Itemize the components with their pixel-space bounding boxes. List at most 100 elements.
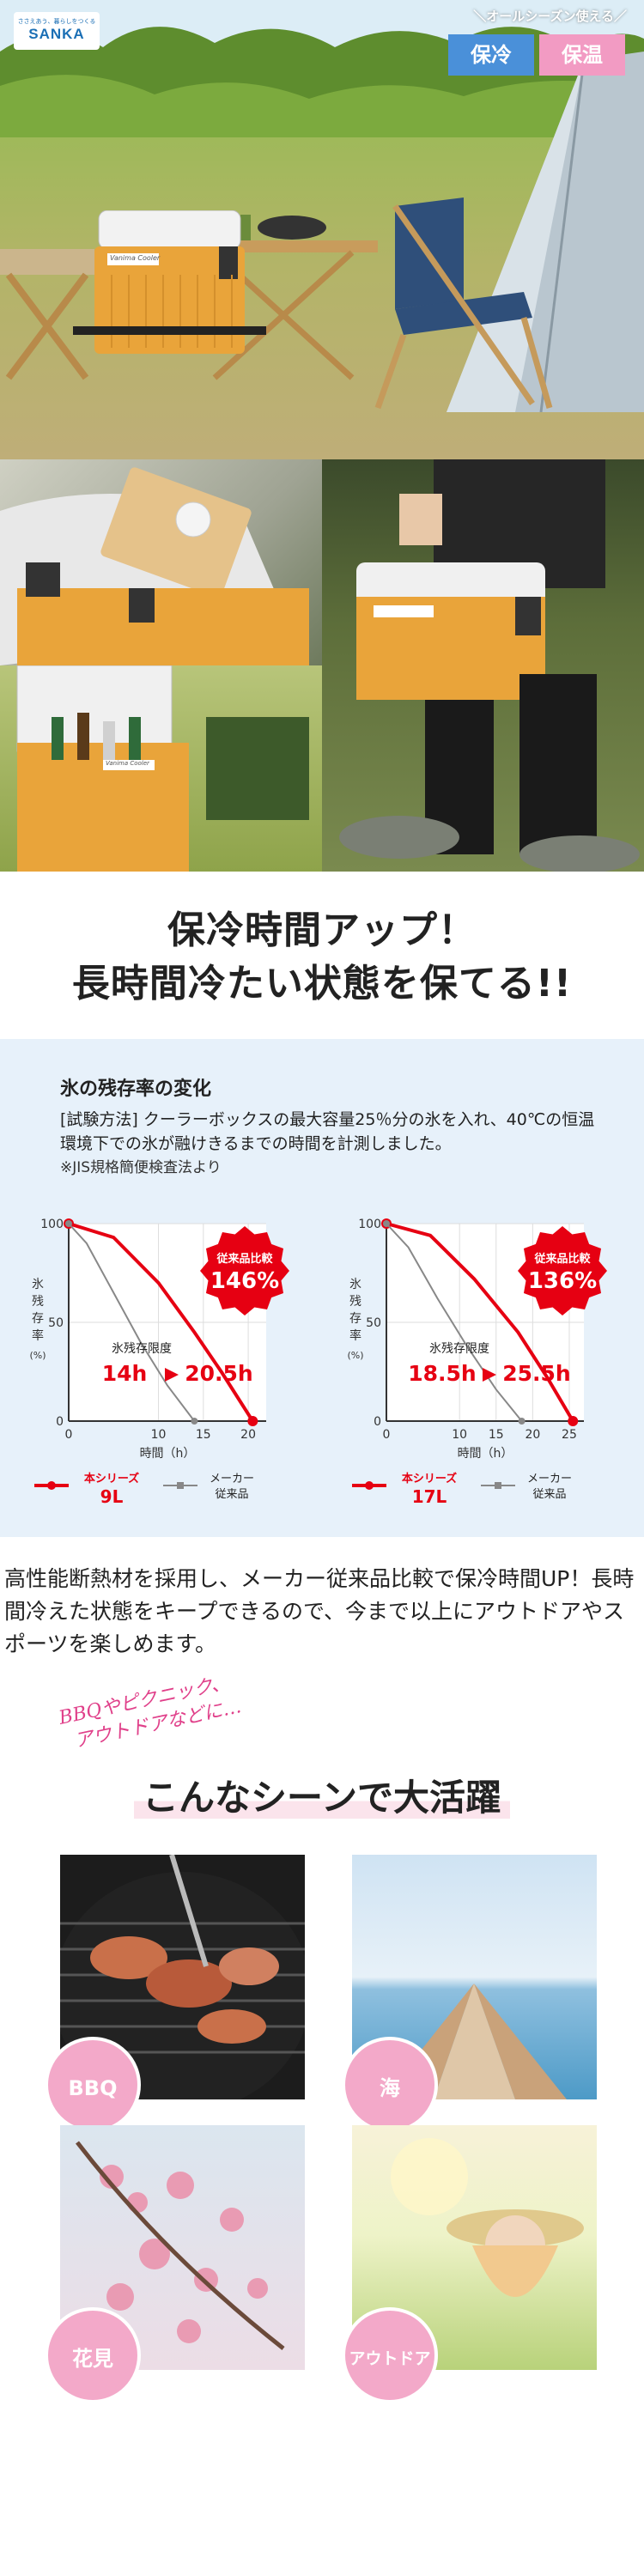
headline-line1: 保冷時間アップ！ [167,908,477,952]
series-point-conventional [65,1220,72,1227]
black-stand [73,326,266,335]
product-photo-grid: Vanima Cooler Vanima Cooler [0,459,644,872]
y-axis-label-char: 率 [32,1328,44,1343]
y-tick-label: 50 [48,1316,64,1330]
scenes-title: こんなシーンで大活躍 [0,1769,644,1821]
hero-section: Vanima Cooler ささえあう、暮らしをつくる SANKA ＼オールシー… [0,0,644,459]
x-tick-label: 15 [196,1428,211,1442]
cooler-brand-label: Vanima Cooler [110,254,161,262]
legend-main-label: 本シリーズ [84,1472,139,1485]
x-axis-label: 時間（h） [140,1447,196,1461]
y-tick-label: 50 [366,1316,381,1330]
y-axis-label-unit: (%) [29,1350,46,1361]
y-axis-label-unit: (%) [347,1350,363,1361]
series-line-conventional [386,1223,523,1422]
comparison-value: 136% [528,1268,597,1294]
result-to: 20.5h [185,1361,252,1386]
handwritten-caption: BBQやピクニック、 アウトドアなどに… [57,1669,244,1757]
series-line-main [68,1222,255,1423]
photo-cooler-lid [0,459,322,665]
scene-label-hanami: 花見 [45,2307,141,2403]
series-point-conventional [383,1220,390,1227]
legend-main-label: 本シリーズ [402,1472,457,1485]
comparison-label: 従来品比較 [216,1252,273,1266]
y-axis-label-char: 存 [349,1312,361,1326]
result-arrow [483,1368,496,1382]
method-text: クーラーボックスの最大容量25％分の氷を入れ、40℃の恒温環境下での氷が融けきる… [60,1110,595,1153]
y-tick-label: 0 [374,1415,381,1429]
y-axis-label-char: 残 [349,1295,361,1309]
series-point-main [568,1416,579,1426]
y-axis-label-char: 率 [349,1328,361,1343]
all-season-label: ＼オールシーズン使える／ [473,9,627,24]
x-tick-label: 0 [383,1428,391,1442]
legend-conventional-marker [495,1482,501,1489]
chart-17l: 0 50 100 0 10 15 20 25 氷残存率 (%) 時間（h） 従来品比較 136% 氷残存限… [335,1206,627,1520]
photo-carrying-cooler: Vanima Cooler [322,459,644,872]
x-tick-label: 10 [452,1428,467,1442]
result-from: 14h [102,1361,148,1386]
legend-main-size: 17L [412,1486,447,1507]
camp-chair-right [374,197,553,410]
body-text: 高性能断熱材を採用し、メーカー従来品比較で保冷時間UP！長時間冷えた状態をキープ… [4,1566,635,1656]
legend-conventional-label2: 従来品 [532,1488,566,1501]
cold-keeping-badge: 保冷 [448,34,534,76]
comparison-value: 146% [210,1268,279,1294]
comparison-label: 従来品比較 [533,1252,591,1266]
result-to: 25.5h [502,1361,570,1386]
y-axis-label-char: 氷 [32,1278,44,1291]
y-tick-label: 100 [40,1218,64,1231]
headline-section: 保冷時間アップ！ 長時間冷たい状態を保てる!! [0,872,644,1039]
chart-9l: 0 50 100 0 10 15 20 氷残存率 (%) 時間（h） 従来品比較 146% 氷残存限度 1… [17,1206,309,1520]
y-axis-label-char: 氷 [349,1278,361,1291]
series-line-conventional [68,1223,196,1422]
legend-main-size: 9L [100,1486,124,1507]
y-tick-label: 0 [56,1415,64,1429]
test-method-description: [試験方法] クーラーボックスの最大容量25％分の氷を入れ、40℃の恒温環境下で… [60,1108,610,1156]
x-axis-label: 時間（h） [458,1447,513,1461]
series-point-conventional [191,1418,198,1425]
series-point-main [247,1416,258,1426]
comparison-burst [518,1226,607,1315]
legend-conventional-label2: 従来品 [215,1488,248,1501]
scene-label-bbq: BBQ [45,2037,141,2133]
series-line-main [386,1222,574,1423]
y-axis-label-char: 残 [32,1295,44,1309]
logo-text: SANKA [28,26,85,42]
open-cooler-brand-label: Vanima Cooler [106,760,149,767]
scene-hanami [60,2125,305,2370]
series-point-conventional [518,1418,526,1425]
limit-label: 氷残存限度 [112,1342,172,1356]
legend-conventional-label1: メーカー [210,1473,254,1485]
scene-label-sea: 海 [342,2037,438,2133]
x-tick-label: 15 [489,1428,504,1442]
logo-tagline: ささえあう、暮らしをつくる [17,18,96,25]
warm-keeping-badge: 保温 [539,34,625,76]
result-from: 18.5h [408,1361,476,1386]
camp-chair-left [0,249,94,380]
y-axis-label-char: 存 [32,1312,44,1326]
y-tick-label: 100 [358,1218,381,1231]
x-tick-label: 10 [151,1428,167,1442]
ice-retention-panel: 氷の残存率の変化 [試験方法] クーラーボックスの最大容量25％分の氷を入れ、4… [0,1039,644,1537]
legend-conventional-label1: メーカー [527,1473,572,1485]
scenes-section: BBQやピクニック、 アウトドアなどに… こんなシーンで大活躍 BBQ [0,1672,644,2576]
scene-label-outdoor: アウトドア [342,2307,438,2403]
legend-main-marker [365,1481,374,1490]
headline-line2: 長時間冷たい状態を保てる!! [71,962,573,1005]
method-label: [試験方法] [60,1110,138,1129]
panel-title: 氷の残存率の変化 [60,1078,212,1100]
jis-note: ※JIS規格簡便検査法より [60,1159,222,1176]
legend-conventional-marker [177,1482,184,1489]
x-tick-label: 0 [65,1428,73,1442]
photo-open-cooler: Vanima Cooler [0,665,322,872]
x-tick-label: 25 [562,1428,577,1442]
x-tick-label: 20 [525,1428,540,1442]
limit-label: 氷残存限度 [429,1342,489,1356]
comparison-burst [200,1226,289,1315]
x-tick-label: 20 [240,1428,256,1442]
